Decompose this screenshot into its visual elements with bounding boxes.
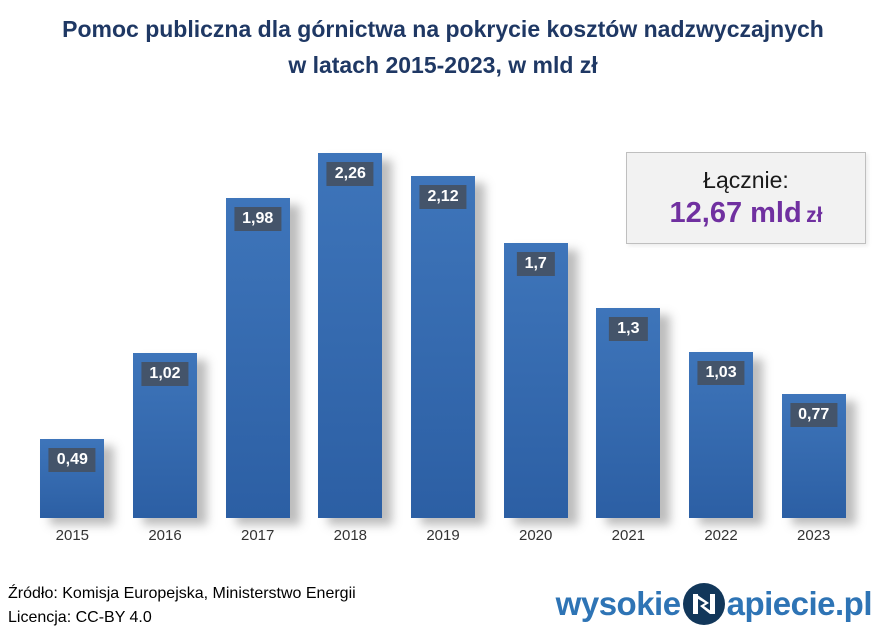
bar-value-label: 1,7 — [516, 252, 555, 276]
page-title: Pomoc publiczna dla górnictwa na pokryci… — [0, 0, 886, 83]
bar-column: 1,98 2017 — [211, 96, 304, 551]
bar: 0,77 — [781, 394, 846, 518]
bar-value-label: 1,98 — [234, 207, 282, 231]
bar-value-label: 0,77 — [790, 403, 838, 427]
bar-value-label: 1,03 — [697, 361, 745, 385]
bar: 1,7 — [503, 243, 568, 518]
x-axis-label: 2018 — [333, 527, 368, 544]
x-axis-label: 2022 — [704, 527, 738, 544]
bar-value-label: 1,02 — [141, 362, 189, 386]
lightning-n-icon — [682, 583, 725, 625]
logo-prefix: wysokie — [555, 585, 681, 622]
x-axis-label: 2019 — [426, 527, 460, 544]
logo-suffix: apiecie.pl — [726, 585, 873, 622]
bar: 1,02 — [133, 353, 197, 518]
bar: 2,12 — [411, 176, 476, 518]
x-axis-label: 2015 — [55, 527, 90, 544]
bar: 1,3 — [596, 308, 661, 518]
bar-chart: 0,49 2015 1,02 2016 1,98 2017 2,26 2018 2,12 2019… — [26, 96, 860, 551]
bar-value-label: 2,12 — [419, 185, 467, 209]
bar-column: 1,03 2022 — [675, 96, 768, 551]
site-logo: wysokie apiecie.pl — [555, 582, 873, 626]
x-axis-label: 2017 — [240, 527, 275, 544]
total-box: Łącznie: 12,67 mld zł — [626, 152, 866, 244]
total-unit: zł — [806, 203, 823, 227]
source-note: Źródło: Komisja Europejska, Ministerstwo… — [8, 582, 356, 630]
bar-column: 1,3 2021 — [582, 96, 675, 551]
source-line: Źródło: Komisja Europejska, Ministerstwo… — [8, 585, 356, 602]
x-axis-label: 2016 — [148, 527, 182, 544]
x-axis-label: 2021 — [611, 527, 646, 544]
bar: 1,03 — [689, 352, 754, 518]
page-title-line2: w latach 2015-2023, w mld zł — [288, 51, 598, 78]
bar-value-label: 0,49 — [48, 448, 96, 472]
bar-column: 0,49 2015 — [26, 96, 119, 551]
page-title-line1: Pomoc publiczna dla górnictwa na pokryci… — [62, 16, 824, 42]
x-axis-label: 2023 — [797, 527, 831, 544]
total-value-line: 12,67 mld zł — [670, 197, 823, 230]
bar: 1,98 — [225, 198, 290, 518]
total-label: Łącznie: — [703, 166, 789, 193]
bar-value-label: 2,26 — [326, 162, 374, 186]
bar: 2,26 — [318, 153, 383, 518]
bar-column: 1,7 2020 — [489, 96, 582, 551]
bar-column: 1,02 2016 — [119, 96, 212, 551]
bar: 0,49 — [40, 439, 105, 518]
plot-area: 0,49 2015 1,02 2016 1,98 2017 2,26 2018 2,12 2019… — [26, 96, 860, 551]
x-axis-label: 2020 — [519, 527, 553, 544]
license-line: Licencja: CC-BY 4.0 — [8, 609, 152, 626]
bar-column: 0,77 2023 — [767, 96, 860, 551]
bar-column: 2,26 2018 — [304, 96, 397, 551]
bar-value-label: 1,3 — [609, 317, 648, 341]
total-value: 12,67 mld — [669, 196, 802, 229]
bar-column: 2,12 2019 — [397, 96, 490, 551]
